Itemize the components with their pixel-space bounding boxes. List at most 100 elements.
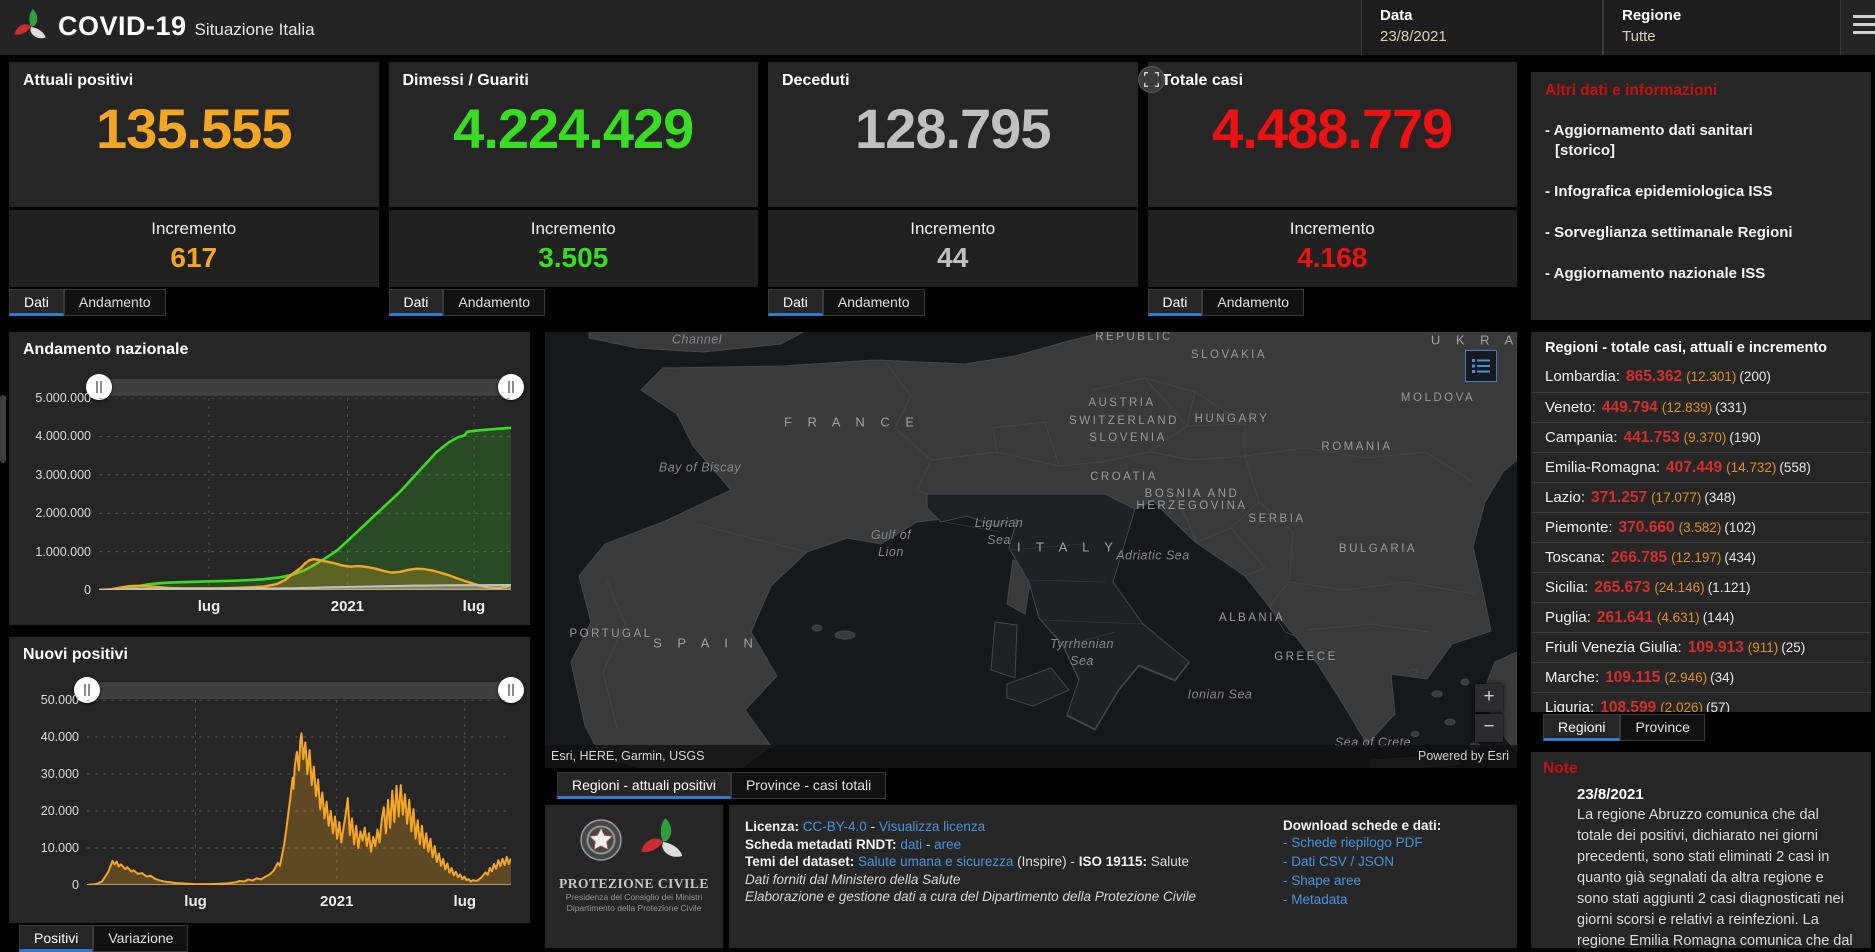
download-link[interactable]: - Schede riepilogo PDF <box>1283 833 1441 852</box>
tab-dati[interactable]: Dati <box>389 289 444 316</box>
altri-dati-title: Altri dati e informazioni <box>1545 82 1857 100</box>
region-increment: (25) <box>1781 640 1805 655</box>
region-name: Emilia-Romagna: <box>1545 459 1660 476</box>
info-link[interactable]: - Aggiornamento dati sanitari [storico] <box>1545 121 1807 161</box>
regions-list-title: Regioni - totale casi, attuali e increme… <box>1531 340 1871 356</box>
tab-regioni-attuali-positivi[interactable]: Regioni - attuali positivi <box>557 772 731 799</box>
sea-label: Ionian Sea <box>1188 687 1253 704</box>
country-label: SLOVAKIA <box>1191 349 1267 361</box>
tab-province-casi-totali[interactable]: Province - casi totali <box>731 772 886 799</box>
info-link[interactable]: - Aggiornamento nazionale ISS <box>1545 264 1807 284</box>
info-link[interactable]: - Infografica epidemiologica ISS <box>1545 182 1807 202</box>
region-name: Friuli Venezia Giulia: <box>1545 639 1682 656</box>
region-row[interactable]: Sicilia:265.673(24.146)(1.121) <box>1531 572 1871 602</box>
increment-value: 4.168 <box>1148 242 1518 274</box>
country-label: CROATIA <box>1090 471 1158 483</box>
tab-dati[interactable]: Dati <box>768 289 823 316</box>
stat-card: Totale casi4.488.779 <box>1148 62 1518 207</box>
country-label: REPUBLIC <box>1095 332 1173 343</box>
note-panel: Note 23/8/2021 La regione Abruzzo comuni… <box>1531 752 1871 948</box>
card-tabs: DatiAndamento <box>1148 289 1305 316</box>
license-link[interactable]: Visualizza licenza <box>879 819 985 834</box>
stat-card: Deceduti128.795 <box>768 62 1138 207</box>
slider-handle-right[interactable] <box>498 374 524 400</box>
tab-andamento[interactable]: Andamento <box>443 289 545 316</box>
tab-andamento[interactable]: Andamento <box>1202 289 1304 316</box>
region-increment: (1.121) <box>1708 580 1751 595</box>
country-label: SWITZERLAND <box>1069 415 1179 427</box>
region-row[interactable]: Emilia-Romagna:407.449(14.732)(558) <box>1531 452 1871 482</box>
region-increment: (558) <box>1779 460 1811 475</box>
app-subtitle: Situazione Italia <box>195 20 315 39</box>
region-row[interactable]: Lombardia:865.362(12.301)(200) <box>1531 362 1871 392</box>
x-axis-labels: lug2021lug <box>87 893 511 913</box>
x-tick-label: 2021 <box>320 893 353 910</box>
europe-map[interactable]: ChannelREPUBLICSLOVAKIAU K R AAUSTRIAF R… <box>545 332 1517 768</box>
powered-by-esri: Powered by Esri <box>1418 745 1509 768</box>
license-text: - <box>926 837 931 852</box>
info-link[interactable]: - Sorveglianza settimanale Regioni <box>1545 223 1807 243</box>
license-link[interactable]: dati <box>900 837 922 852</box>
card-tabs: DatiAndamento <box>768 289 925 316</box>
region-increment: (200) <box>1739 369 1771 384</box>
card-tabs: DatiAndamento <box>9 289 166 316</box>
map-tabs: Regioni - attuali positivi Province - ca… <box>557 772 886 799</box>
region-name: Campania: <box>1545 429 1618 446</box>
download-link[interactable]: - Dati CSV / JSON <box>1283 852 1441 871</box>
y-tick-label: 3.000.000 <box>17 469 91 481</box>
stat-card: Attuali positivi135.555 <box>9 62 379 207</box>
region-row[interactable]: Campania:441.753(9.370)(190) <box>1531 422 1871 452</box>
download-link[interactable]: - Shape aree <box>1283 871 1441 890</box>
download-link[interactable]: - Metadata <box>1283 890 1441 909</box>
license-link[interactable]: aree <box>934 837 961 852</box>
tab-andamento[interactable]: Andamento <box>823 289 925 316</box>
y-axis-labels: 5.000.0004.000.0003.000.0002.000.0001.00… <box>17 392 91 596</box>
y-tick-label: 10.000 <box>17 842 79 854</box>
chart-title: Andamento nazionale <box>23 341 188 359</box>
region-row[interactable]: Marche:109.115(2.946)(34) <box>1531 662 1871 692</box>
note-body: 23/8/2021 La regione Abruzzo comunica ch… <box>1577 786 1861 948</box>
region-row[interactable]: Toscana:266.785(12.197)(434) <box>1531 542 1871 572</box>
country-label: PORTUGAL <box>569 628 652 640</box>
y-tick-label: 0 <box>17 879 79 891</box>
license-link[interactable]: CC-BY-4.0 <box>803 819 867 834</box>
country-label: I T A L Y <box>1017 540 1119 555</box>
region-row[interactable]: Liguria:108.599(2.026)(57) <box>1531 692 1871 712</box>
y-tick-label: 5.000.000 <box>17 392 91 404</box>
region-row[interactable]: Piemonte:370.660(3.582)(102) <box>1531 512 1871 542</box>
chart-plot-area[interactable] <box>99 398 511 590</box>
region-total: 109.115 <box>1605 669 1660 686</box>
tab-province[interactable]: Province <box>1620 714 1704 741</box>
card-title: Deceduti <box>782 72 1124 90</box>
region-row[interactable]: Lazio:371.257(17.077)(348) <box>1531 482 1871 512</box>
region-total: 266.785 <box>1611 549 1667 566</box>
region-active: (2.026) <box>1660 700 1703 712</box>
region-row[interactable]: Friuli Venezia Giulia:109.913(911)(25) <box>1531 632 1871 662</box>
region-active: (911) <box>1748 640 1779 655</box>
region-total: 865.362 <box>1626 368 1682 385</box>
map-zoom-out-button[interactable]: − <box>1475 714 1503 742</box>
tab-andamento[interactable]: Andamento <box>64 289 166 316</box>
hamburger-menu-icon[interactable] <box>1853 15 1875 39</box>
tab-regioni[interactable]: Regioni <box>1543 714 1620 741</box>
country-label: F R A N C E <box>784 415 920 430</box>
region-name: Veneto: <box>1545 399 1596 416</box>
y-tick-label: 1.000.000 <box>17 546 91 558</box>
region-total: 407.449 <box>1666 459 1722 476</box>
drag-handle-icon[interactable] <box>1138 66 1165 93</box>
left-scrollbar[interactable] <box>0 395 6 463</box>
sea-label: Ligurian Sea <box>975 515 1023 549</box>
region-name: Lombardia: <box>1545 368 1620 385</box>
legend-icon[interactable] <box>1465 350 1497 382</box>
region-name: Puglia: <box>1545 609 1591 626</box>
region-row[interactable]: Veneto:449.794(12.839)(331) <box>1531 392 1871 422</box>
license-link[interactable]: Salute umana e sicurezza <box>858 854 1013 869</box>
region-active: (12.839) <box>1662 400 1712 415</box>
tab-dati[interactable]: Dati <box>9 289 64 316</box>
tab-dati[interactable]: Dati <box>1148 289 1203 316</box>
chart-plot-area[interactable] <box>87 700 511 885</box>
map-zoom-in-button[interactable]: + <box>1475 684 1503 712</box>
country-label: GREECE <box>1274 651 1338 663</box>
region-row[interactable]: Puglia:261.641(4.631)(144) <box>1531 602 1871 632</box>
license-text: Scheda metadati RNDT: <box>745 837 897 852</box>
